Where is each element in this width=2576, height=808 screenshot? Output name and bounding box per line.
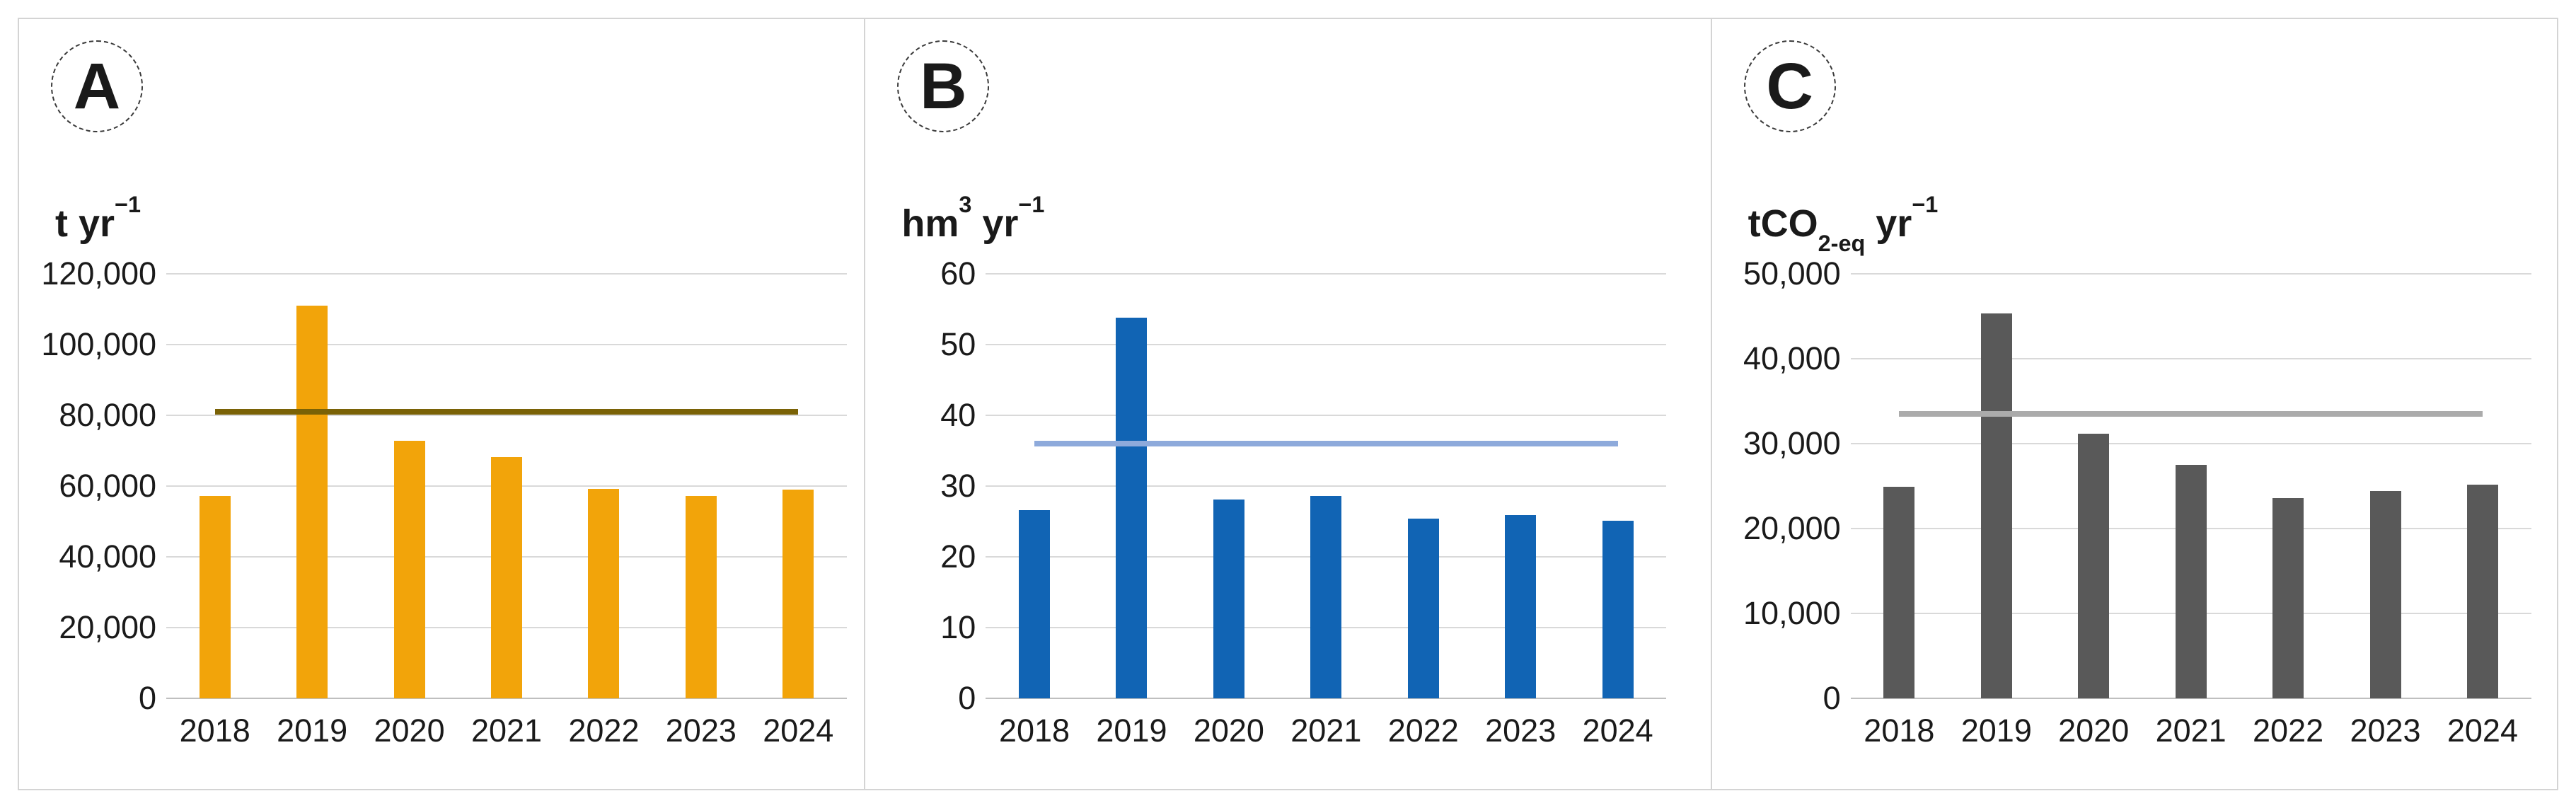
gridline [986, 344, 1667, 345]
reference-line [1899, 411, 2483, 417]
x-axis-tick-label: 2018 [1864, 712, 1935, 749]
x-axis-tick-label: 2023 [1485, 712, 1556, 749]
plot-area: 0 20,000 40,000 60,000 80,000 100,000 120,000 2… [19, 19, 864, 789]
bar [2175, 465, 2207, 698]
y-axis-unit-label: hm3 yr−1 [901, 192, 1045, 245]
bar [199, 496, 231, 698]
panel-letter-badge: A [51, 40, 143, 132]
y-axis-tick-label: 60 [940, 255, 976, 292]
bar [1602, 521, 1634, 698]
y-axis-tick-label: 80,000 [59, 397, 156, 433]
x-axis-tick-label: 2020 [1193, 712, 1264, 749]
bar [393, 440, 425, 698]
gridline [166, 344, 847, 345]
bar [1019, 510, 1051, 698]
x-axis-tick-label: 2024 [763, 712, 834, 749]
chart-panel-c: C tCO2-eq yr−1 0 10,000 20,000 30,000 40,000… [1712, 19, 2557, 789]
bar [1980, 313, 2012, 698]
x-axis-tick-label: 2022 [2253, 712, 2324, 749]
gridline [166, 415, 847, 416]
x-axis-line [986, 698, 1667, 699]
y-axis-tick-label: 0 [958, 680, 976, 716]
x-axis-tick-label: 2019 [1096, 712, 1167, 749]
gridline [986, 273, 1667, 275]
y-axis-tick-label: 20,000 [59, 609, 156, 645]
three-panel-bar-chart-figure: A t yr−1 0 20,000 40,000 60,000 80,000 100,00… [18, 18, 2558, 790]
plot-area: 0 10,000 20,000 30,000 40,000 50,000 2018 2019 2… [1712, 19, 2557, 789]
x-axis-tick-label: 2020 [2058, 712, 2130, 749]
y-axis-tick-label: 20,000 [1743, 510, 1841, 546]
bar [1310, 496, 1342, 698]
y-axis-tick-label: 120,000 [41, 255, 156, 292]
chart-panel-a: A t yr−1 0 20,000 40,000 60,000 80,000 100,00… [19, 19, 866, 789]
reference-line [1034, 441, 1618, 446]
y-axis-unit-label: t yr−1 [55, 192, 141, 245]
panel-letter-badge: C [1743, 40, 1836, 132]
x-axis-tick-label: 2020 [374, 712, 445, 749]
x-axis-tick-label: 2019 [277, 712, 348, 749]
x-axis-tick-label: 2022 [568, 712, 640, 749]
y-axis-tick-label: 30,000 [1743, 425, 1841, 461]
y-axis-tick-label: 10 [940, 609, 976, 645]
y-axis-tick-label: 40 [940, 397, 976, 433]
gridline [166, 273, 847, 275]
bar [491, 456, 522, 698]
bar [2369, 491, 2401, 698]
bar [588, 488, 620, 698]
x-axis-tick-label: 2023 [665, 712, 737, 749]
bar [2078, 434, 2110, 698]
gridline [986, 485, 1667, 487]
bar [782, 489, 814, 698]
y-axis-tick-label: 60,000 [59, 468, 156, 504]
y-axis-tick-label: 0 [1823, 680, 1841, 716]
gridline [1850, 358, 2531, 359]
x-axis-tick-label: 2023 [2350, 712, 2421, 749]
x-axis-tick-label: 2019 [1960, 712, 2032, 749]
x-axis-tick-label: 2021 [470, 712, 543, 749]
gridline [986, 415, 1667, 416]
y-axis-tick-label: 100,000 [41, 326, 156, 362]
y-axis-tick-label: 40,000 [1743, 340, 1841, 376]
x-axis-line [1850, 698, 2531, 699]
x-axis-tick-label: 2024 [2447, 712, 2518, 749]
bar [1213, 500, 1244, 698]
plot-area: 0 10 20 30 40 50 60 2018 2019 2020 2021 2022 2023 202… [865, 19, 1710, 789]
y-axis-tick-label: 0 [138, 680, 156, 716]
bar [2466, 484, 2498, 698]
y-axis-tick-label: 10,000 [1743, 595, 1841, 631]
reference-line [214, 409, 799, 415]
y-axis-tick-label: 30 [940, 468, 976, 504]
y-axis-tick-label: 20 [940, 538, 976, 575]
x-axis-tick-label: 2024 [1582, 712, 1653, 749]
x-axis-tick-label: 2018 [998, 712, 1070, 749]
bar [1407, 519, 1439, 698]
chart-panel-b: B hm3 yr−1 0 10 20 30 40 50 60 2018 2019 2020 2021… [865, 19, 1712, 789]
y-axis-tick-label: 50,000 [1743, 255, 1841, 292]
bar [1505, 515, 1537, 698]
gridline [1850, 273, 2531, 275]
bar [296, 306, 328, 698]
bar [1116, 318, 1148, 698]
bar [685, 495, 717, 698]
x-axis-tick-label: 2022 [1387, 712, 1459, 749]
y-axis-tick-label: 40,000 [59, 538, 156, 575]
gridline [1850, 443, 2531, 444]
x-axis-tick-label: 2021 [1290, 712, 1362, 749]
y-axis-unit-label: tCO2-eq yr−1 [1748, 192, 1939, 256]
y-axis-tick-label: 50 [940, 326, 976, 362]
x-axis-line [166, 698, 847, 699]
x-axis-tick-label: 2021 [2155, 712, 2226, 749]
x-axis-tick-label: 2018 [179, 712, 250, 749]
bar [2272, 497, 2304, 698]
bar [1883, 487, 1915, 698]
panel-letter-badge: B [897, 40, 990, 132]
